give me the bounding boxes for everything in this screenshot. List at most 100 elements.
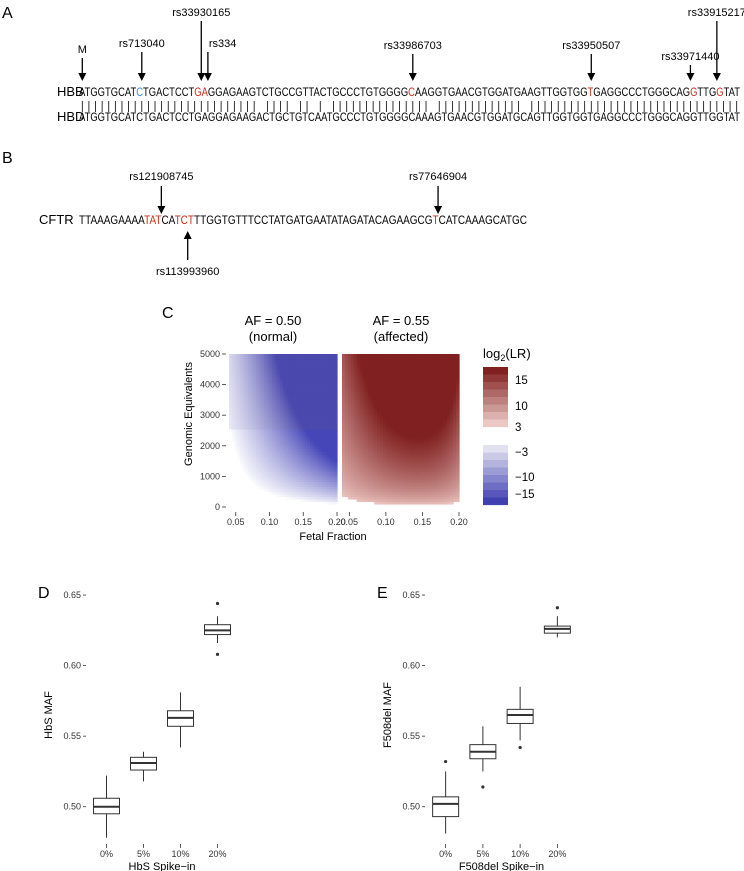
heat-cell: [229, 396, 233, 400]
heat-cell: [403, 388, 407, 393]
heat-cell: [253, 423, 257, 428]
heat-cell: [350, 396, 355, 400]
heat-cell: [307, 458, 311, 463]
heat-cell: [453, 476, 457, 480]
heat-cell: [423, 418, 428, 423]
heat-cell: [388, 433, 393, 438]
heat-cell: [334, 391, 338, 395]
heat-cell: [285, 366, 289, 370]
heat-cell: [253, 458, 257, 463]
heat-cell: [353, 468, 358, 473]
heat-cell: [420, 431, 425, 435]
heat-cell: [280, 473, 284, 478]
heat-cell: [342, 361, 346, 365]
heat-cell: [380, 381, 384, 385]
heat-cell: [242, 431, 246, 435]
heat-cell: [356, 358, 361, 363]
heat-cell: [245, 391, 249, 395]
heat-cell: [307, 463, 311, 468]
heat-cell: [328, 408, 333, 413]
heat-cell: [247, 451, 252, 455]
heat-cell: [415, 413, 419, 418]
heat-cell: [388, 458, 393, 463]
heat-cell: [280, 431, 284, 435]
heat-cell: [377, 391, 381, 395]
heat-cell: [412, 413, 416, 418]
heat-cell: [231, 381, 235, 385]
heat-cell: [447, 486, 451, 490]
heat-cell: [423, 451, 428, 455]
heat-cell: [272, 361, 276, 365]
heat-cell: [456, 388, 460, 393]
heat-cell: [382, 361, 387, 365]
heat-cell: [277, 436, 281, 440]
heat-cell: [328, 401, 333, 405]
heat-cell: [362, 401, 366, 405]
heat-cell: [250, 356, 254, 360]
heat-cell: [299, 491, 303, 495]
heat-cell: [239, 361, 244, 365]
heat-cell: [377, 431, 381, 435]
heat-cell: [397, 356, 402, 360]
heat-cell: [359, 416, 364, 420]
heat-cell: [261, 398, 265, 403]
heat-cell: [450, 446, 454, 450]
heat-cell: [368, 428, 372, 433]
heat-cell: [368, 468, 372, 473]
heat-cell: [368, 403, 372, 408]
heat-cell: [450, 456, 454, 460]
heat-cell: [296, 496, 300, 500]
heat-cell: [299, 493, 303, 498]
heat-cell: [380, 411, 384, 415]
heat-cell: [264, 391, 268, 395]
heat-cell: [283, 391, 287, 395]
heat-cell: [293, 393, 298, 398]
heat-cell: [412, 473, 416, 478]
heat-cell: [307, 418, 311, 423]
heat-cell: [342, 426, 346, 430]
heat-cell: [409, 388, 413, 393]
heat-cell: [444, 463, 448, 468]
heat-cell: [447, 428, 451, 433]
heat-cell: [453, 358, 457, 363]
heat-cell: [342, 433, 346, 438]
heat-cell: [264, 488, 268, 493]
heat-cell: [296, 406, 300, 410]
heat-cell: [237, 443, 241, 448]
heat-cell: [382, 491, 387, 495]
heat-cell: [307, 453, 311, 458]
heat-cell: [320, 453, 325, 458]
heat-cell: [274, 458, 279, 463]
heat-cell: [432, 393, 437, 398]
heat-cell: [347, 456, 352, 460]
heat-cell: [391, 493, 396, 498]
heat-cell: [356, 408, 361, 413]
heat-cell: [261, 411, 265, 415]
heat-cell: [231, 373, 235, 378]
heat-cell: [435, 441, 440, 445]
heat-cell: [374, 486, 378, 490]
heat-cell: [397, 436, 402, 440]
heat-cell: [394, 418, 399, 423]
heat-cell: [356, 356, 361, 360]
heat-cell: [253, 408, 257, 413]
heat-cell: [304, 411, 308, 415]
heat-cell: [412, 446, 416, 450]
heat-cell: [409, 398, 413, 403]
heat-cell: [382, 438, 387, 443]
heat-cell: [331, 376, 335, 380]
y-tick-label: 0: [215, 502, 220, 512]
heat-cell: [320, 473, 325, 478]
heat-cell: [331, 496, 335, 500]
heat-cell: [394, 413, 399, 418]
heat-cell: [350, 381, 355, 385]
heat-cell: [456, 493, 460, 498]
heat-cell: [441, 386, 445, 390]
heat-cell: [418, 361, 422, 365]
heat-cell: [304, 436, 308, 440]
heat-cell: [453, 408, 457, 413]
heat-cell: [304, 476, 308, 480]
heat-cell: [382, 446, 387, 450]
variant-label: rs33930165: [172, 7, 230, 19]
heat-cell: [285, 358, 289, 363]
